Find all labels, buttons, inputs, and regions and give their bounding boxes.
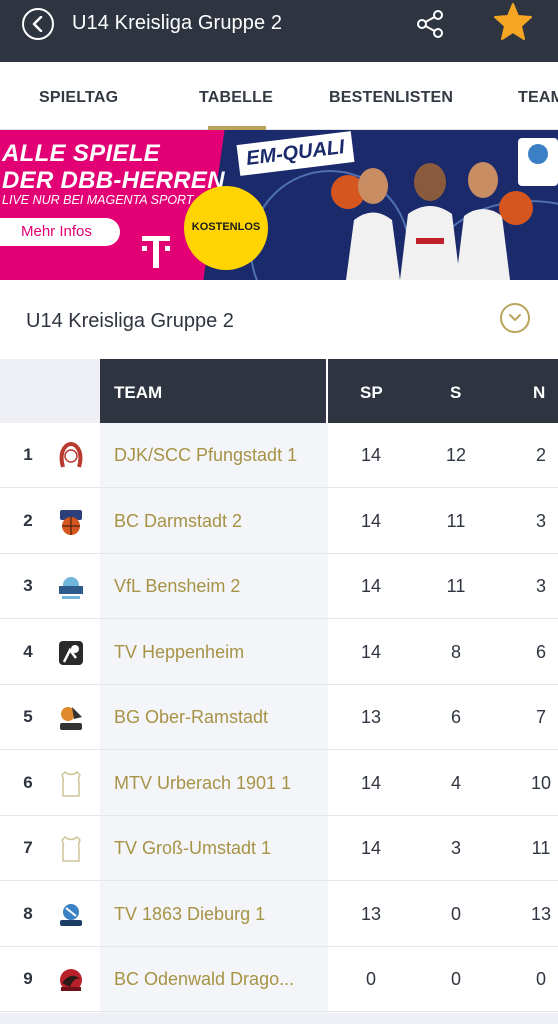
games-played-value: 14 <box>360 445 382 465</box>
rank-value: 4 <box>23 641 33 661</box>
losses-value: 7 <box>535 707 546 727</box>
tab-bar: SPIELTAG TABELLE BESTENLISTEN TEAM <box>0 62 558 130</box>
column-header-losses[interactable]: N <box>533 383 546 402</box>
league-selector[interactable]: U14 Kreisliga Gruppe 2 <box>0 281 558 359</box>
team-name-link[interactable]: BC Odenwald Drago... <box>114 969 295 989</box>
star-icon <box>494 3 532 40</box>
team-logo-icon <box>56 441 86 471</box>
games-played-value: 14 <box>360 576 382 596</box>
tab-bestenlisten[interactable]: BESTENLISTEN <box>329 89 454 106</box>
wins-value: 11 <box>446 510 466 531</box>
tab-spieltag[interactable]: SPIELTAG <box>39 89 119 106</box>
telekom-logo-icon <box>142 236 170 268</box>
back-button[interactable] <box>22 8 54 40</box>
wins-value: 6 <box>450 707 461 727</box>
rank-value: 2 <box>23 510 33 530</box>
losses-value: 10 <box>530 772 552 793</box>
table-row[interactable]: 9 BC Odenwald Drago... 0 0 0 <box>0 947 558 1012</box>
favorite-button[interactable] <box>492 1 534 43</box>
losses-value: 13 <box>530 903 552 924</box>
active-tab-indicator <box>208 126 266 130</box>
team-logo-icon <box>56 834 86 864</box>
table-row[interactable]: 1 DJK/SCC Pfungstadt 1 14 12 2 <box>0 423 558 488</box>
banner-headline-2: DER DBB-HERREN <box>2 167 225 194</box>
rank-value: 3 <box>23 576 33 595</box>
losses-value: 3 <box>535 576 546 596</box>
table-row[interactable]: 7 TV Groß-Umstadt 1 14 3 11 <box>0 816 558 881</box>
games-played-value: 14 <box>360 772 382 793</box>
table-row[interactable]: 8 TV 1863 Dieburg 1 13 0 13 <box>0 882 558 947</box>
wins-value: 3 <box>450 838 461 858</box>
tab-team[interactable]: TEAM <box>518 89 558 106</box>
table-row[interactable]: 2 BC Darmstadt 2 14 11 3 <box>0 489 558 554</box>
team-name-link[interactable]: BC Darmstadt 2 <box>114 510 243 531</box>
wins-value: 0 <box>450 903 461 924</box>
team-name-link[interactable]: BG Ober-Ramstadt <box>114 707 269 727</box>
losses-value: 6 <box>535 641 546 662</box>
table-row[interactable]: 4 TV Heppenheim 14 8 6 <box>0 620 558 685</box>
wins-value: 0 <box>450 969 461 989</box>
banner-more-info-button[interactable]: Mehr Infos <box>0 218 120 246</box>
rank-value: 1 <box>23 445 33 464</box>
free-badge-label: KOSTENLOS <box>191 221 261 233</box>
rank-value: 7 <box>23 838 33 857</box>
standings-table-header: TEAM SP S N <box>0 359 558 423</box>
team-name-link[interactable]: TV 1863 Dieburg 1 <box>114 903 266 924</box>
team-logo-icon <box>56 965 86 995</box>
team-logo-icon <box>56 900 86 930</box>
team-name-link[interactable]: TV Groß-Umstadt 1 <box>114 838 272 858</box>
team-logo-icon <box>56 507 86 537</box>
losses-value: 2 <box>535 445 546 465</box>
page-title: U14 Kreisliga Gruppe 2 <box>72 12 283 34</box>
rank-value: 6 <box>23 772 33 792</box>
games-played-value: 14 <box>360 641 382 662</box>
losses-value: 3 <box>535 510 546 531</box>
team-name-link[interactable]: TV Heppenheim <box>114 641 245 662</box>
rank-value: 8 <box>23 903 33 923</box>
games-played-value: 0 <box>365 969 376 989</box>
team-name-link[interactable]: DJK/SCC Pfungstadt 1 <box>114 445 298 465</box>
table-row[interactable]: 6 MTV Urberach 1901 1 14 4 10 <box>0 751 558 816</box>
league-dropdown-button[interactable] <box>500 303 530 333</box>
games-played-value: 14 <box>360 510 382 531</box>
ad-banner[interactable]: ALLE SPIELE DER DBB-HERREN LIVE NUR BEI … <box>0 130 558 280</box>
banner-subline: LIVE NUR BEI MAGENTA SPORT <box>2 193 194 207</box>
rank-value: 9 <box>23 969 33 988</box>
team-name-link[interactable]: MTV Urberach 1901 1 <box>114 772 292 793</box>
players-image <box>331 162 533 280</box>
league-name: U14 Kreisliga Gruppe 2 <box>26 310 234 332</box>
eurobasket-logo <box>518 138 558 186</box>
free-badge <box>184 186 268 270</box>
team-logo-icon <box>56 572 86 602</box>
wins-value: 11 <box>446 576 466 596</box>
wins-value: 8 <box>450 641 461 662</box>
chevron-left-icon <box>32 16 43 32</box>
wins-value: 4 <box>450 772 461 793</box>
team-name-link[interactable]: VfL Bensheim 2 <box>114 576 241 596</box>
games-played-value: 13 <box>360 707 382 727</box>
losses-value: 0 <box>535 969 546 989</box>
tab-tabelle[interactable]: TABELLE <box>199 89 273 106</box>
chevron-down-icon <box>509 314 521 321</box>
team-logo-icon <box>56 703 86 733</box>
games-played-value: 14 <box>360 838 382 858</box>
share-icon <box>417 10 443 38</box>
column-header-team[interactable]: TEAM <box>114 383 163 402</box>
team-logo-icon <box>56 769 86 799</box>
table-row[interactable]: 3 VfL Bensheim 2 14 11 3 <box>0 554 558 619</box>
wins-value: 12 <box>445 445 467 465</box>
column-header-games[interactable]: SP <box>360 383 383 402</box>
banner-headline-1: ALLE SPIELE <box>2 140 160 167</box>
team-logo-icon <box>56 638 86 668</box>
rank-value: 5 <box>23 707 33 726</box>
column-header-wins[interactable]: S <box>450 383 462 402</box>
table-row[interactable]: 5 BG Ober-Ramstadt 13 6 7 <box>0 685 558 750</box>
losses-value: 11 <box>531 838 551 858</box>
app-bar: U14 Kreisliga Gruppe 2 <box>0 0 558 62</box>
games-played-value: 13 <box>360 903 382 924</box>
share-button[interactable] <box>414 8 448 42</box>
